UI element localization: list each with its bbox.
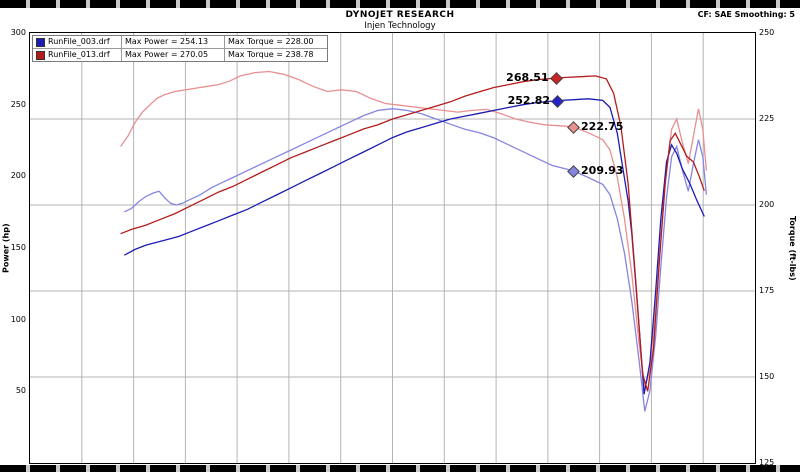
run013-filename: RunFile_013.drf bbox=[48, 50, 110, 59]
run003-max-torque: Max Torque = 228.00 bbox=[224, 36, 327, 48]
top-border-strip bbox=[0, 0, 800, 8]
bottom-border-strip bbox=[0, 465, 800, 472]
power-tick-label: 150 bbox=[10, 243, 26, 252]
legend-box[interactable]: RunFile_003.drf Max Power = 254.13 Max T… bbox=[32, 35, 328, 62]
run013-max-power: Max Power = 270.05 bbox=[121, 49, 224, 61]
run003-max-power: Max Power = 254.13 bbox=[121, 36, 224, 48]
chart-title: DYNOJET RESEARCH bbox=[345, 10, 455, 20]
power-tick-label: 300 bbox=[10, 28, 26, 37]
torque-tick-label: 150 bbox=[759, 372, 775, 381]
plot-area: RunFile_003.drf Max Power = 254.13 Max T… bbox=[29, 32, 756, 464]
legend-row-run003: RunFile_003.drf Max Power = 254.13 Max T… bbox=[33, 36, 327, 48]
torque-tick-label: 200 bbox=[759, 200, 775, 209]
power-tick-label: 250 bbox=[10, 99, 26, 109]
chart-subtitle: Injen Technology bbox=[364, 21, 436, 31]
torque-tick-label: 225 bbox=[759, 114, 775, 123]
legend-row-run013: RunFile_013.drf Max Power = 270.05 Max T… bbox=[33, 48, 327, 61]
power-tick-label: 50 bbox=[15, 386, 26, 396]
torque-tick-label: 125 bbox=[759, 458, 775, 467]
run003-color-swatch bbox=[36, 37, 45, 47]
torque-tick-label: 175 bbox=[759, 286, 775, 295]
power-tick-label: 200 bbox=[10, 171, 26, 181]
dyno-curves-canvas bbox=[30, 33, 755, 463]
run003-filename: RunFile_003.drf bbox=[48, 37, 110, 46]
run013-max-torque: Max Torque = 238.78 bbox=[224, 49, 327, 61]
torque-tick-label: 250 bbox=[759, 28, 775, 37]
torque-axis-title: Torque (ft-lbs) bbox=[788, 215, 797, 281]
power-tick-label: 100 bbox=[10, 314, 26, 324]
correction-smoothing-info: CF: SAE Smoothing: 5 bbox=[697, 10, 795, 19]
run013-color-swatch bbox=[36, 50, 45, 60]
